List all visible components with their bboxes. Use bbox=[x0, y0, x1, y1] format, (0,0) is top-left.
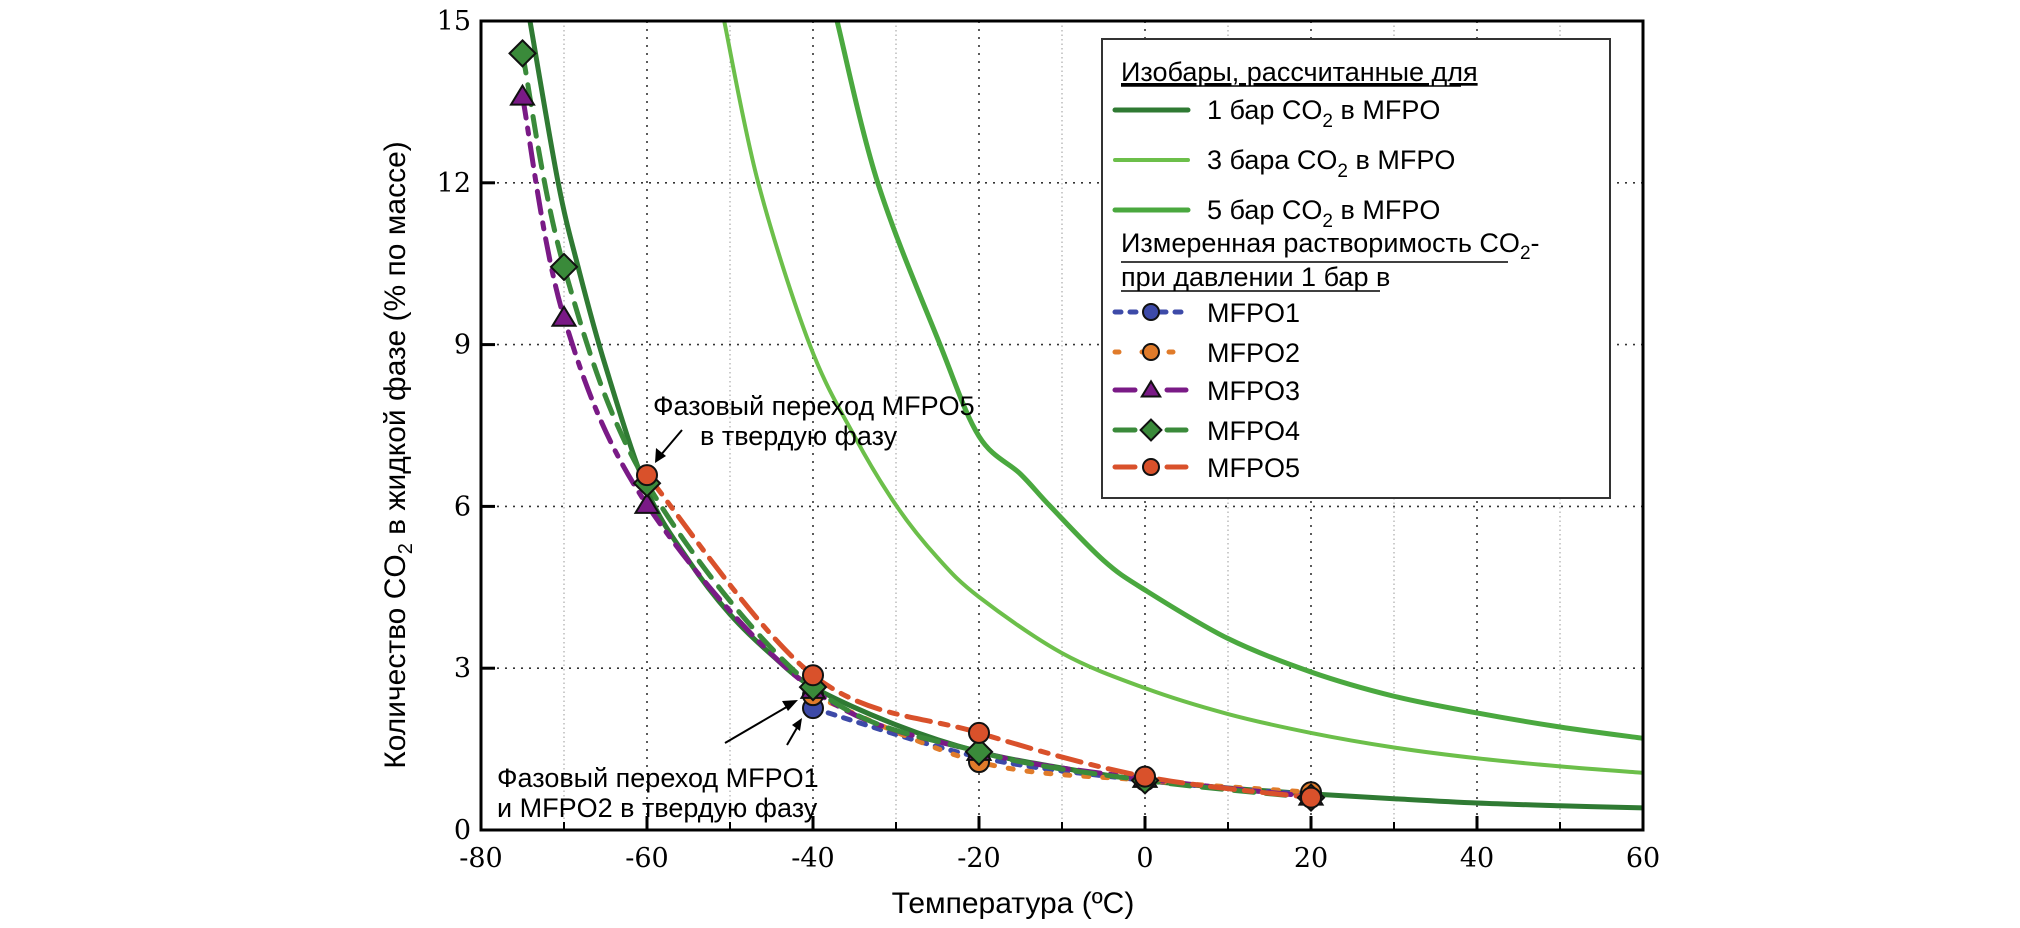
annotation-mfpo5-arrow bbox=[659, 429, 683, 457]
legend-label-sub: 2 bbox=[1337, 161, 1348, 182]
isobar-curve-5bar bbox=[834, 21, 1643, 741]
x-tick-label: 0 bbox=[1136, 843, 1153, 874]
measured-series bbox=[508, 38, 1326, 813]
annotation-mfpo5: Фазовый переход MFPO5 в твердую фазу bbox=[653, 391, 975, 463]
legend-label-pre: 1 бар CO bbox=[1207, 95, 1322, 125]
y-tick-labels: 0 3 6 9 12 15 bbox=[437, 6, 471, 846]
legend-item-isobar: 3 бара CO2 в MFPO bbox=[1113, 145, 1455, 182]
data-point-mfpo5 bbox=[802, 664, 824, 687]
legend-item-isobar: 5 бар CO2 в MFPO bbox=[1112, 195, 1440, 232]
annotation-mfpo5-line2: в твердую фазу bbox=[700, 421, 898, 451]
legend-measured: MFPO1 MFPO2 MFPO3 MFPO4 MFPO5 bbox=[1112, 298, 1300, 483]
annotation-arrow-1 bbox=[724, 704, 791, 744]
legend-item-isobar: 1 бар CO2 в MFPO bbox=[1112, 95, 1440, 132]
legend-heading-measured-line2: при давлении 1 бар в bbox=[1121, 262, 1390, 292]
legend-label: MFPO1 bbox=[1207, 298, 1300, 328]
y-tick-label: 6 bbox=[454, 491, 471, 522]
y-tick-label: 0 bbox=[454, 815, 471, 846]
legend-item-mfpo3: MFPO3 bbox=[1112, 376, 1300, 406]
data-point-mfpo5 bbox=[968, 721, 990, 744]
y-axis-title: Количество CO2 в жидкой фазе (% по массе… bbox=[379, 141, 417, 768]
legend-item-mfpo1: MFPO1 bbox=[1112, 298, 1300, 328]
x-tick-label: 60 bbox=[1626, 843, 1660, 874]
x-tick-label: -60 bbox=[625, 843, 668, 874]
legend-swatch-marker bbox=[1142, 458, 1160, 476]
x-tick-label: -40 bbox=[791, 843, 834, 874]
legend-label: 5 бар CO2 в MFPO bbox=[1207, 195, 1440, 232]
legend-label: 1 бар CO2 в MFPO bbox=[1207, 95, 1440, 132]
data-point-mfpo3 bbox=[509, 83, 536, 106]
data-point-mfpo3 bbox=[550, 304, 578, 327]
data-point-mfpo4 bbox=[508, 38, 537, 68]
legend-item-mfpo5: MFPO5 bbox=[1112, 453, 1300, 483]
axis-ticks bbox=[479, 19, 1645, 832]
data-point-mfpo4 bbox=[549, 252, 579, 282]
measured-markers bbox=[508, 38, 1326, 813]
legend-label: MFPO4 bbox=[1207, 416, 1300, 446]
annotation-mfpo5-arrowhead bbox=[655, 448, 666, 463]
legend-isobars: 1 бар CO2 в MFPO3 бара CO2 в MFPO5 бар C… bbox=[1112, 95, 1455, 232]
annotation-mfpo1-2-line1: Фазовый переход MFPO1 bbox=[497, 763, 819, 793]
legend-label-post: в MFPO bbox=[1333, 95, 1440, 125]
legend-label: MFPO5 bbox=[1207, 453, 1300, 483]
data-point-mfpo5 bbox=[1134, 765, 1156, 788]
legend-label: MFPO3 bbox=[1207, 376, 1300, 406]
legend-label-post: в MFPO bbox=[1333, 195, 1440, 225]
legend-box bbox=[1101, 38, 1611, 499]
data-point-mfpo5 bbox=[1300, 786, 1322, 809]
x-tick-label: -80 bbox=[459, 843, 502, 874]
legend-label-pre: 3 бара CO bbox=[1207, 145, 1337, 175]
annotation-mfpo1-2: Фазовый переход MFPO1 и MFPO2 в твердую … bbox=[497, 700, 819, 823]
annotation-mfpo1-2-line2: и MFPO2 в твердую фазу bbox=[497, 793, 818, 823]
legend-label: 3 бара CO2 в MFPO bbox=[1207, 145, 1455, 182]
x-axis-title: Температура (ºC) bbox=[892, 887, 1135, 920]
legend-item-mfpo4: MFPO4 bbox=[1112, 416, 1300, 446]
legend-item-mfpo2: MFPO2 bbox=[1112, 338, 1300, 368]
legend: Изобары, рассчитанные для 1 бар CO2 в MF… bbox=[1101, 38, 1611, 499]
legend-label-sub: 2 bbox=[1322, 111, 1333, 132]
isobar-curve-3bar bbox=[722, 21, 1643, 775]
x-tick-labels: -80 -60 -40 -20 0 20 40 60 bbox=[459, 843, 1660, 874]
y-tick-label: 3 bbox=[454, 653, 471, 684]
x-tick-label: 40 bbox=[1460, 843, 1494, 874]
series-line-mfpo5 bbox=[644, 472, 1314, 801]
annotation-arrowhead-1 bbox=[782, 700, 798, 711]
legend-swatch-marker bbox=[1139, 418, 1163, 442]
data-point-mfpo3 bbox=[633, 492, 661, 514]
annotation-arrowhead-2 bbox=[792, 718, 802, 731]
legend-heading-measured-post: - bbox=[1531, 228, 1540, 258]
y-tick-label: 15 bbox=[437, 6, 471, 37]
y-tick-label: 9 bbox=[454, 330, 471, 361]
y-axis-title-sub: 2 bbox=[395, 543, 417, 554]
x-tick-label: 20 bbox=[1294, 843, 1328, 874]
legend-swatch-marker bbox=[1142, 343, 1160, 361]
data-point-mfpo5 bbox=[636, 464, 658, 487]
x-tick-label: -20 bbox=[957, 843, 1000, 874]
isobar-curve-1bar bbox=[527, 21, 1643, 811]
y-tick-label: 12 bbox=[437, 168, 471, 199]
annotation-arrow-2 bbox=[786, 725, 799, 746]
legend-heading-measured-sub: 2 bbox=[1520, 243, 1531, 264]
isobar-curves bbox=[527, 21, 1643, 811]
legend-swatch-marker bbox=[1142, 303, 1160, 321]
legend-swatch-marker bbox=[1140, 379, 1162, 398]
data-point-mfpo4 bbox=[964, 737, 994, 767]
legend-label-pre: 5 бар CO bbox=[1207, 195, 1322, 225]
y-axis-title-post: в жидкой фазе (% по массе) bbox=[379, 141, 412, 543]
legend-label-sub: 2 bbox=[1322, 211, 1333, 232]
legend-label: MFPO2 bbox=[1207, 338, 1300, 368]
y-axis-title-pre: Количество CO bbox=[379, 554, 412, 768]
legend-heading-measured-line1: Измеренная растворимость CO2- bbox=[1121, 228, 1540, 264]
legend-label-post: в MFPO bbox=[1348, 145, 1455, 175]
legend-heading-isobars: Изобары, рассчитанные для bbox=[1121, 57, 1478, 87]
legend-heading-measured-pre: Измеренная растворимость CO bbox=[1121, 228, 1520, 258]
annotation-mfpo5-line1: Фазовый переход MFPO5 bbox=[653, 391, 975, 421]
